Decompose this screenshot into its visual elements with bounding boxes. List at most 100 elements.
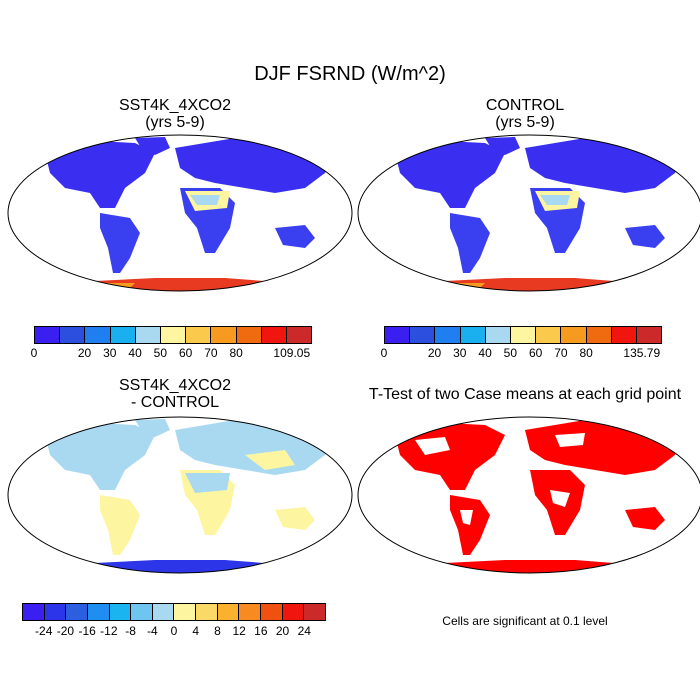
colorbar-tick-label: 40 — [128, 346, 142, 360]
colorbar-tick-label: 60 — [528, 346, 543, 360]
panel-title-top-right-line1: CONTROL — [485, 97, 565, 114]
colorbar-tick-label: 20 — [77, 346, 92, 360]
colorbar-tick-label: 0 — [30, 346, 38, 360]
australia-region — [625, 225, 665, 248]
colorbar-top-right — [384, 326, 662, 344]
colorbar-swatch — [561, 327, 587, 343]
colorbar-tick-label: -12 — [100, 624, 118, 638]
colorbar-tick-label: 8 — [214, 624, 221, 638]
colorbar-swatch — [282, 604, 305, 620]
colorbar-swatch — [236, 327, 262, 343]
map-bottom-right — [357, 416, 700, 574]
colorbar-swatch — [87, 604, 110, 620]
colorbar-swatch — [510, 327, 537, 343]
colorbar-swatch — [410, 327, 436, 343]
colorbar-tick-label: 70 — [554, 346, 568, 360]
colorbar-swatch — [35, 327, 61, 343]
colorbar-tick-label: -20 — [56, 624, 75, 638]
colorbar-swatch — [636, 327, 662, 343]
colorbar-swatch — [110, 327, 136, 343]
africa-gap — [550, 490, 570, 507]
south-america-region — [100, 495, 140, 555]
colorbar-tick-label: 60 — [178, 346, 193, 360]
colorbar-tick-label: -4 — [146, 624, 158, 638]
colorbar-top-left-labels: 0 20 30 40 50 60 70 80 109.05 — [30, 346, 312, 360]
colorbar-swatch — [85, 327, 111, 343]
panel-title-top-left: SST4K_4XCO2 (yrs 5-9) — [60, 97, 290, 131]
colorbar-tick-label: 109.05 — [273, 346, 311, 360]
colorbar-swatch — [586, 327, 612, 343]
colorbar-tick-label: 80 — [229, 346, 243, 360]
colorbar-bottom-left — [22, 603, 326, 621]
panel-title-top-left-line1: SST4K_4XCO2 — [118, 97, 232, 114]
colorbar-swatch — [66, 604, 88, 620]
colorbar-swatch — [460, 327, 486, 343]
colorbar-swatch — [135, 327, 161, 343]
south-america-region — [450, 213, 490, 273]
colorbar-tick-label: 0 — [170, 624, 178, 638]
colorbar-tick-label: -8 — [125, 624, 136, 638]
panel-title-top-right: CONTROL (yrs 5-9) — [410, 97, 640, 131]
colorbar-tick-label: 16 — [254, 624, 268, 638]
eurasia-positive-patch — [245, 450, 295, 470]
australia-region — [275, 507, 315, 530]
colorbar-top-left — [34, 326, 312, 344]
australia-region — [275, 225, 315, 248]
colorbar-swatch — [186, 327, 212, 343]
south-america-region — [100, 213, 140, 273]
greenland-region — [485, 137, 520, 155]
south-america-gap — [460, 510, 473, 525]
colorbar-tick-label: 80 — [579, 346, 593, 360]
colorbar-swatch — [160, 327, 187, 343]
colorbar-swatch — [385, 327, 411, 343]
colorbar-tick-label: 20 — [427, 346, 442, 360]
colorbar-tick-label: 24 — [297, 624, 311, 638]
colorbar-tick-label: 50 — [503, 346, 518, 360]
panel-title-bottom-left-line1: SST4K_4XCO2 — [118, 377, 232, 394]
antarctica-edge — [65, 283, 135, 291]
panel-title-top-left-line2: (yrs 5-9) — [145, 114, 205, 131]
colorbar-swatch — [435, 327, 461, 343]
colorbar-swatch — [174, 604, 197, 620]
colorbar-swatch — [304, 604, 325, 620]
colorbar-swatch — [44, 604, 67, 620]
colorbar-swatch — [217, 604, 240, 620]
colorbar-swatch — [536, 327, 562, 343]
panel-title-top-right-line2: (yrs 5-9) — [495, 114, 555, 131]
colorbar-swatch — [485, 327, 511, 343]
eurasia-gap — [555, 433, 585, 447]
map-top-right — [357, 134, 700, 292]
panel-title-bottom-left: SST4K_4XCO2 - CONTROL — [60, 377, 290, 411]
colorbar-tick-label: 20 — [275, 624, 290, 638]
north-america-region — [45, 141, 155, 208]
colorbar-swatch — [109, 604, 132, 620]
colorbar-swatch — [60, 327, 86, 343]
colorbar-tick-label: 70 — [204, 346, 218, 360]
map-top-left — [7, 134, 353, 292]
north-america-region — [395, 141, 505, 208]
antarctica-edge — [415, 283, 485, 291]
colorbar-swatch — [261, 604, 283, 620]
sahara-edge — [540, 195, 570, 205]
colorbar-swatch — [611, 327, 637, 343]
colorbar-swatch — [131, 604, 153, 620]
colorbar-swatch — [239, 604, 262, 620]
sahara-edge — [190, 195, 220, 205]
colorbar-tick-label: 30 — [103, 346, 117, 360]
figure-title: DJF FSRND (W/m^2) — [254, 63, 446, 85]
colorbar-tick-label: 4 — [192, 624, 200, 638]
colorbar-bottom-left-labels: -24 -20 -16 -12 -8 -4 0 4 8 12 16 20 24 — [22, 624, 326, 638]
colorbar-tick-label: 12 — [232, 624, 246, 638]
north-america-region — [45, 423, 155, 490]
colorbar-tick-label: 135.79 — [623, 346, 661, 360]
map-bottom-left — [7, 416, 353, 574]
panel-title-bottom-left-line2: - CONTROL — [131, 394, 219, 411]
panel-title-bottom-right: T-Test of two Case means at each grid po… — [355, 386, 695, 403]
north-america-gap — [415, 437, 450, 455]
sahara-region — [185, 473, 230, 493]
colorbar-tick-label: 0 — [380, 346, 388, 360]
greenland-region — [135, 137, 170, 155]
colorbar-swatch — [286, 327, 312, 343]
significance-note: Cells are significant at 0.1 level — [442, 614, 608, 628]
colorbar-swatch — [261, 327, 287, 343]
